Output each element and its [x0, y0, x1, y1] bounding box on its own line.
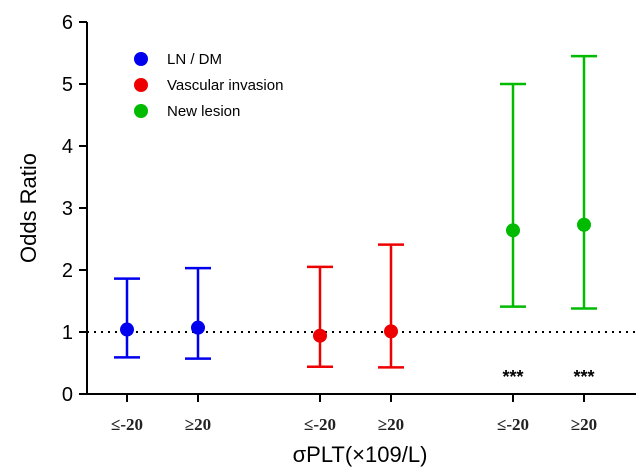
- legend-marker: [134, 52, 148, 66]
- legend-label: Vascular invasion: [167, 77, 283, 94]
- x-tick-label: ≥20: [378, 415, 404, 434]
- y-axis-title: Odds Ratio: [16, 153, 41, 263]
- data-point: [577, 217, 591, 232]
- x-tick-label: ≤-20: [497, 415, 529, 434]
- x-tick-label: ≥20: [571, 415, 597, 434]
- y-tick-label: 1: [62, 322, 73, 344]
- legend-marker: [134, 78, 148, 92]
- legend: LN / DM Vascular invasion New lesion: [134, 51, 283, 120]
- y-tick-label: 3: [62, 198, 73, 220]
- legend-marker: [134, 104, 148, 118]
- x-axis-title: σPLT(×109/L): [293, 442, 428, 467]
- legend-label: New lesion: [167, 103, 240, 120]
- data-point: [506, 223, 520, 238]
- data-marks: *** ***: [114, 54, 597, 387]
- axes: 0 1 2 3 4 5 6 ≤-20 ≥20 ≤-20 ≥20 ≤-20 ≥20: [62, 12, 636, 434]
- significance-label: ***: [502, 367, 523, 387]
- data-point: [120, 322, 134, 337]
- y-tick-label: 6: [62, 12, 73, 34]
- data-point: [384, 324, 398, 339]
- y-tick-label: 4: [62, 136, 73, 158]
- significance-label: ***: [573, 367, 594, 387]
- y-tick-label: 0: [62, 384, 73, 406]
- y-tick-label: 2: [62, 260, 73, 282]
- legend-label: LN / DM: [167, 51, 222, 68]
- x-tick-label: ≤-20: [304, 415, 336, 434]
- y-tick-label: 5: [62, 74, 73, 96]
- data-point: [313, 328, 327, 343]
- x-tick-label: ≥20: [185, 415, 211, 434]
- data-point: [191, 320, 205, 335]
- x-tick-label: ≤-20: [111, 415, 143, 434]
